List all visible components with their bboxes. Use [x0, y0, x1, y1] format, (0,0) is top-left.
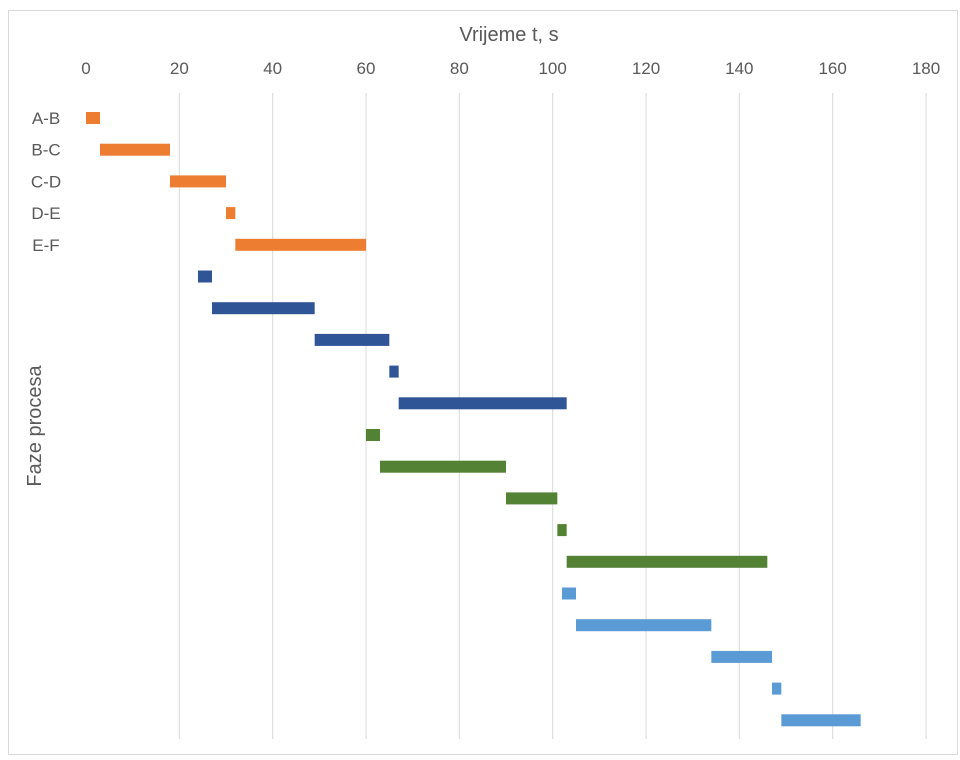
gantt-bar [711, 650, 772, 663]
category-label: B-C [31, 141, 60, 160]
x-tick-label: 120 [632, 59, 660, 78]
category-label: D-E [31, 204, 60, 223]
gantt-bar [170, 175, 226, 188]
gantt-bar [314, 333, 390, 346]
x-axis-title: Vrijeme t, s [459, 24, 558, 46]
gantt-bar [781, 714, 861, 727]
x-tick-label: 160 [818, 59, 846, 78]
gantt-bar [235, 238, 366, 251]
gantt-bar [562, 587, 576, 600]
x-tick-label: 0 [81, 59, 90, 78]
gantt-bar [380, 460, 506, 473]
x-tick-label: 20 [170, 59, 189, 78]
x-tick-label: 60 [357, 59, 376, 78]
x-tick-label: 100 [538, 59, 566, 78]
gantt-bar [398, 397, 567, 410]
gantt-bar [772, 682, 782, 695]
y-axis-title: Faze procesa [24, 365, 46, 487]
x-tick-labels: 0 20 40 60 80 100 120 140 160 180 [81, 59, 940, 78]
x-tick-label: 180 [912, 59, 940, 78]
gantt-bar [226, 207, 236, 220]
gantt-bar [366, 429, 380, 441]
x-tick-label: 140 [725, 59, 753, 78]
gridlines [178, 93, 927, 739]
bars [86, 112, 861, 727]
gantt-bar [100, 143, 170, 156]
x-tick-label: 80 [450, 59, 469, 78]
category-labels: A-B B-C C-D D-E E-F [31, 109, 61, 255]
gantt-bar [389, 365, 399, 378]
gantt-bar [506, 492, 558, 505]
category-label: E-F [32, 236, 59, 255]
gantt-chart: 0 20 40 60 80 100 120 140 160 180 A-B B-C C-D D-E E-F… [24, 24, 940, 739]
gantt-bar [566, 555, 768, 568]
gantt-bar [86, 112, 100, 124]
gantt-bar [557, 524, 567, 537]
chart-frame: 0 20 40 60 80 100 120 140 160 180 A-B B-C C-D D-E E-F… [8, 10, 958, 755]
x-tick-label: 40 [263, 59, 282, 78]
gantt-bar [576, 619, 712, 632]
category-label: A-B [32, 109, 60, 128]
gantt-bar [198, 270, 212, 283]
gantt-bar [212, 302, 315, 315]
category-label: C-D [31, 172, 61, 191]
